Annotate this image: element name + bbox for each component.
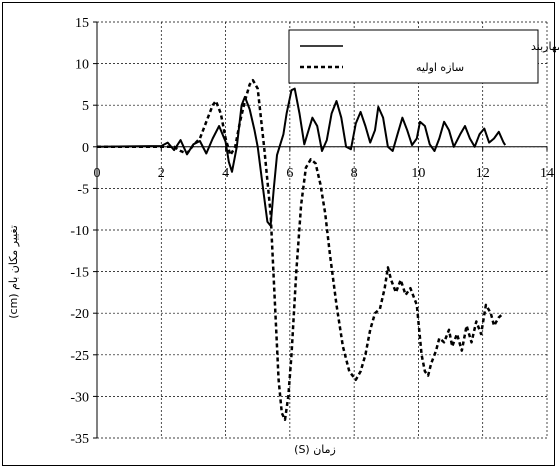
x-tick-label: 12: [476, 166, 490, 181]
legend-box: [288, 29, 539, 84]
y-tick-labels: 15 10 5 0 -5 -10 -15 -20 -25 -30 -35: [70, 16, 89, 447]
series-line-0: [96, 87, 507, 227]
legend-label-1: سازه اولیه: [416, 61, 464, 74]
x-tick-label: 4: [222, 166, 229, 181]
legend-label-0: سازه بهسازی شده با مهاربند: [531, 40, 559, 53]
y-tick-label: -5: [77, 182, 89, 197]
grid-lines: [96, 21, 548, 439]
y-tick-label: -25: [70, 349, 89, 364]
series-line-1: [97, 78, 505, 421]
y-tick-label: -30: [70, 390, 89, 405]
x-tick-labels: 0 2 4 6 8 10 12 14: [94, 166, 555, 181]
legend: سازه بهسازی شده با مهاربند سازه اولیه: [288, 29, 559, 84]
y-tick-label: 10: [75, 58, 89, 73]
y-tick-label: 0: [82, 141, 89, 156]
y-tick-label: 15: [75, 16, 89, 31]
y-tick-label: -20: [70, 307, 89, 322]
y-tick-label: -15: [70, 266, 89, 281]
x-tick-label: 2: [158, 166, 165, 181]
x-tick-label: 0: [94, 166, 101, 181]
y-tick-label: -35: [70, 432, 89, 447]
y-tick-label: 5: [82, 99, 89, 114]
x-tick-label: 10: [411, 166, 425, 181]
series-lines: [96, 78, 507, 421]
x-axis-label: زمان (S): [294, 443, 336, 456]
x-tick-label: 8: [351, 166, 358, 181]
x-tick-label: 6: [286, 166, 293, 181]
x-tick-label: 14: [540, 166, 554, 181]
y-axis-label: تغییر مکان بام (cm): [7, 225, 20, 319]
y-tick-label: -10: [70, 224, 89, 239]
